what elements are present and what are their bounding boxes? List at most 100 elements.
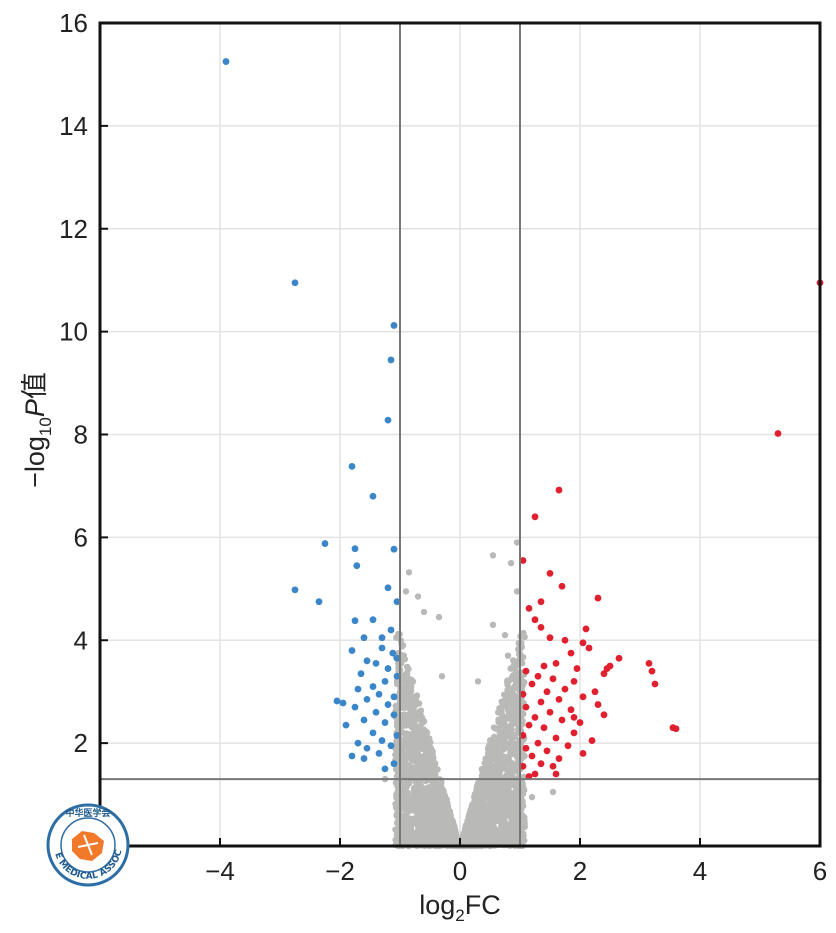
ns-point	[460, 831, 468, 838]
ns-point	[507, 770, 515, 778]
ns-point	[500, 730, 507, 737]
downregulated-point	[393, 598, 401, 606]
downregulated-point	[360, 755, 368, 762]
ns-point	[503, 725, 510, 733]
ns-point	[440, 821, 447, 828]
ns-point	[493, 827, 501, 834]
downregulated-point	[353, 562, 361, 570]
ns-point	[435, 799, 443, 806]
upregulated-point	[522, 744, 530, 752]
ns-point	[424, 800, 431, 807]
ns-point	[408, 693, 416, 700]
ns-point	[514, 753, 521, 761]
ns-point	[404, 675, 412, 682]
ns-point	[498, 796, 506, 803]
ns-point	[497, 766, 504, 773]
upregulated-point	[588, 737, 596, 744]
ns-point	[411, 699, 418, 706]
upregulated-point	[519, 762, 527, 770]
upregulated-point	[543, 747, 551, 755]
seal-organization-text: 中华医学会	[65, 807, 111, 819]
ns-point	[416, 763, 423, 770]
ns-point	[417, 785, 425, 793]
ns-point	[512, 791, 520, 798]
upregulated-point	[546, 634, 554, 642]
x-tick-label: 6	[813, 856, 827, 886]
downregulated-point	[387, 742, 395, 750]
ns-point	[509, 804, 516, 811]
ns-point	[409, 678, 417, 685]
ns-point	[407, 704, 415, 711]
ns-point	[499, 806, 506, 814]
ns-point	[471, 798, 478, 805]
ns-point	[489, 552, 497, 559]
upregulated-point	[585, 644, 593, 652]
y-tick-label: 4	[74, 625, 88, 655]
downregulated-point	[315, 598, 323, 606]
upregulated-point	[573, 665, 581, 672]
ns-point	[521, 752, 528, 760]
ns-point	[509, 657, 517, 664]
upregulated-point	[519, 732, 527, 739]
ns-point	[507, 559, 515, 567]
y-tick-label: 12	[59, 214, 88, 244]
ns-point	[513, 539, 521, 546]
ns-point	[507, 821, 514, 828]
ns-point	[477, 812, 484, 819]
ns-point	[436, 793, 443, 800]
downregulated-point	[384, 416, 392, 424]
upregulated-point	[549, 675, 557, 683]
ns-point	[503, 700, 511, 707]
ns-point	[419, 753, 426, 760]
downregulated-point	[390, 711, 398, 719]
ns-point	[443, 796, 450, 803]
ns-point	[418, 713, 425, 720]
ns-point	[513, 588, 521, 595]
ns-point	[466, 826, 473, 834]
ns-point	[393, 680, 401, 688]
ns-point	[406, 820, 413, 827]
ns-point	[491, 789, 498, 797]
ns-point	[430, 799, 437, 807]
downregulated-point	[375, 690, 383, 698]
upregulated-point	[537, 760, 545, 768]
downregulated-point	[351, 703, 359, 711]
ns-point	[485, 746, 492, 754]
ns-point	[436, 838, 443, 845]
upregulated-point	[558, 716, 566, 724]
ns-point	[414, 593, 422, 600]
ns-point	[512, 808, 520, 815]
ns-point	[443, 815, 450, 823]
ns-point	[432, 782, 439, 789]
ns-point	[408, 757, 416, 764]
ns-point	[509, 665, 517, 672]
ns-point	[494, 737, 501, 744]
ns-point	[428, 747, 436, 754]
ns-point	[413, 803, 420, 810]
ns-point	[470, 822, 477, 830]
ns-point	[414, 728, 421, 736]
downregulated-point	[369, 683, 377, 690]
threshold-lines	[100, 23, 820, 846]
ns-point	[504, 679, 511, 686]
ns-point	[410, 724, 417, 732]
ns-point	[521, 837, 528, 844]
ns-point	[403, 663, 411, 671]
ns-point	[482, 827, 489, 835]
ns-point	[485, 794, 492, 801]
downregulated-point	[389, 649, 397, 657]
ns-point	[427, 825, 435, 832]
ns-point	[426, 819, 434, 826]
ns-point	[471, 791, 479, 798]
upregulated-point	[534, 739, 542, 747]
downregulated-point	[333, 697, 341, 705]
x-tick-label: −4	[205, 856, 235, 886]
downregulated-point	[357, 670, 365, 678]
upregulated-point	[606, 662, 614, 670]
upregulated-point	[594, 701, 602, 708]
ns-point	[409, 717, 416, 724]
ns-point	[520, 654, 527, 661]
upregulated-point	[582, 625, 590, 633]
ns-point	[511, 700, 518, 707]
downregulated-point	[384, 701, 392, 708]
